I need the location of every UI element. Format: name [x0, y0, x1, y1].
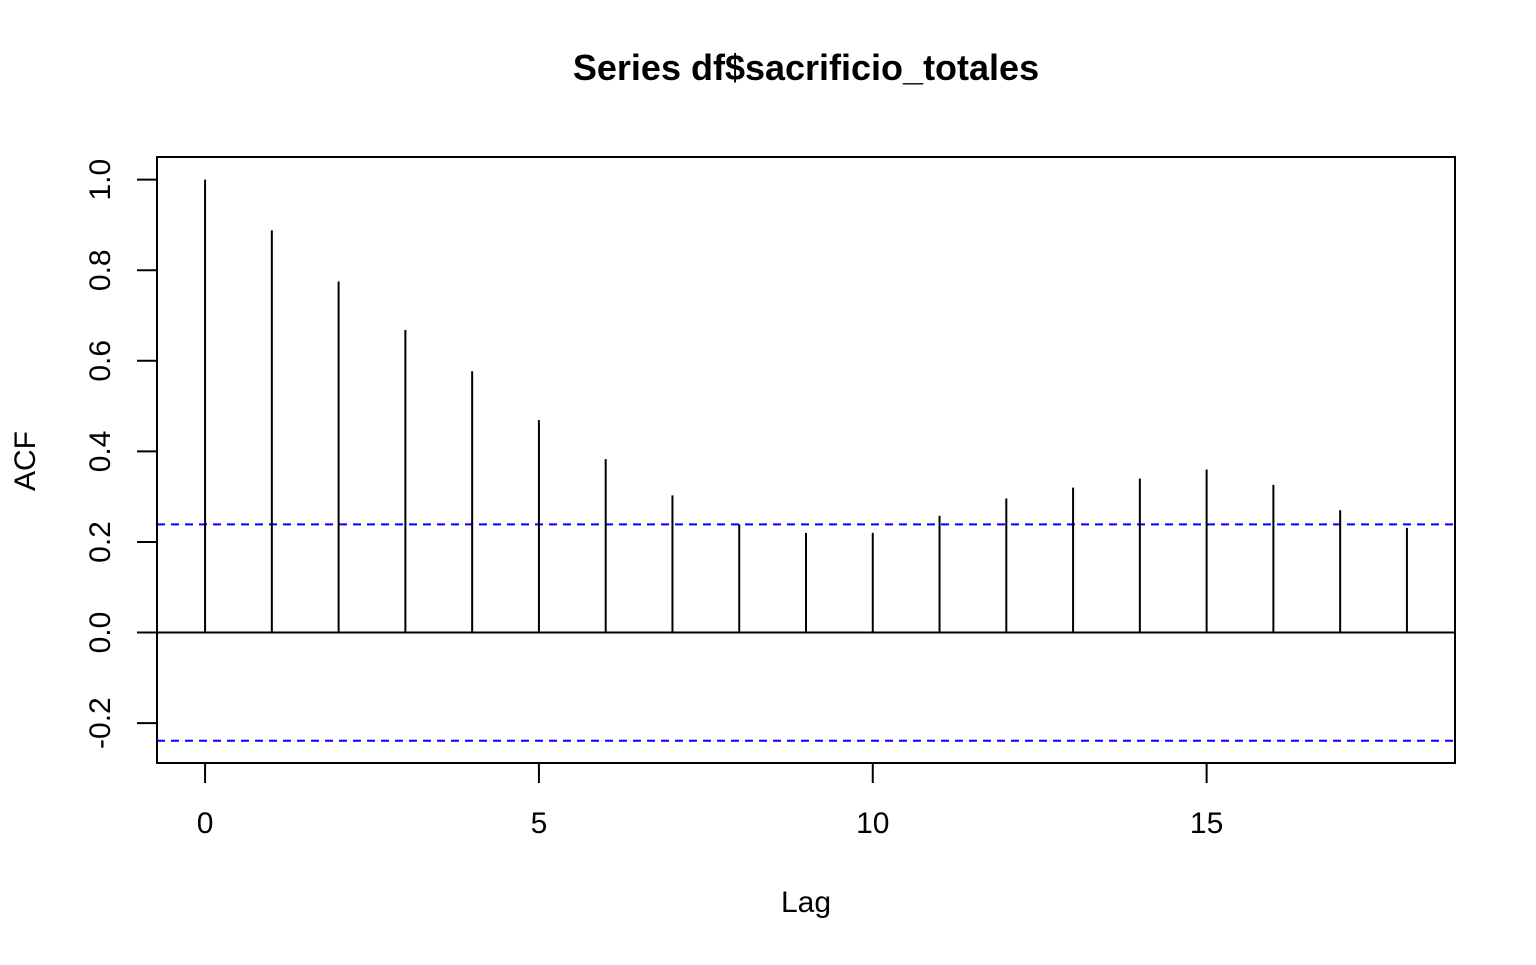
x-tick-label-5: 5 [531, 807, 548, 840]
chart-title: Series df$sacrificio_totales [573, 47, 1039, 88]
y-tick-label-4: 0.6 [84, 340, 117, 382]
x-axis-label: Lag [781, 886, 831, 919]
y-axis-label: ACF [9, 431, 42, 491]
x-tick-label-0: 0 [197, 807, 214, 840]
x-tick-label-10: 10 [856, 807, 889, 840]
x-tick-label-15: 15 [1190, 807, 1223, 840]
y-tick-label-2: 0.2 [84, 521, 117, 563]
y-tick-label-3: 0.4 [84, 431, 117, 473]
y-tick-label-5: 0.8 [84, 249, 117, 291]
y-tick-label-0: -0.2 [84, 697, 117, 749]
y-tick-label-6: 1.0 [84, 159, 117, 201]
y-tick-label-1: 0.0 [84, 612, 117, 654]
plot-frame [156, 156, 1456, 764]
chart-marks: 0 5 10 15 -0.2 0.0 0.2 0.4 0.6 0.8 1.0 [84, 159, 1455, 840]
